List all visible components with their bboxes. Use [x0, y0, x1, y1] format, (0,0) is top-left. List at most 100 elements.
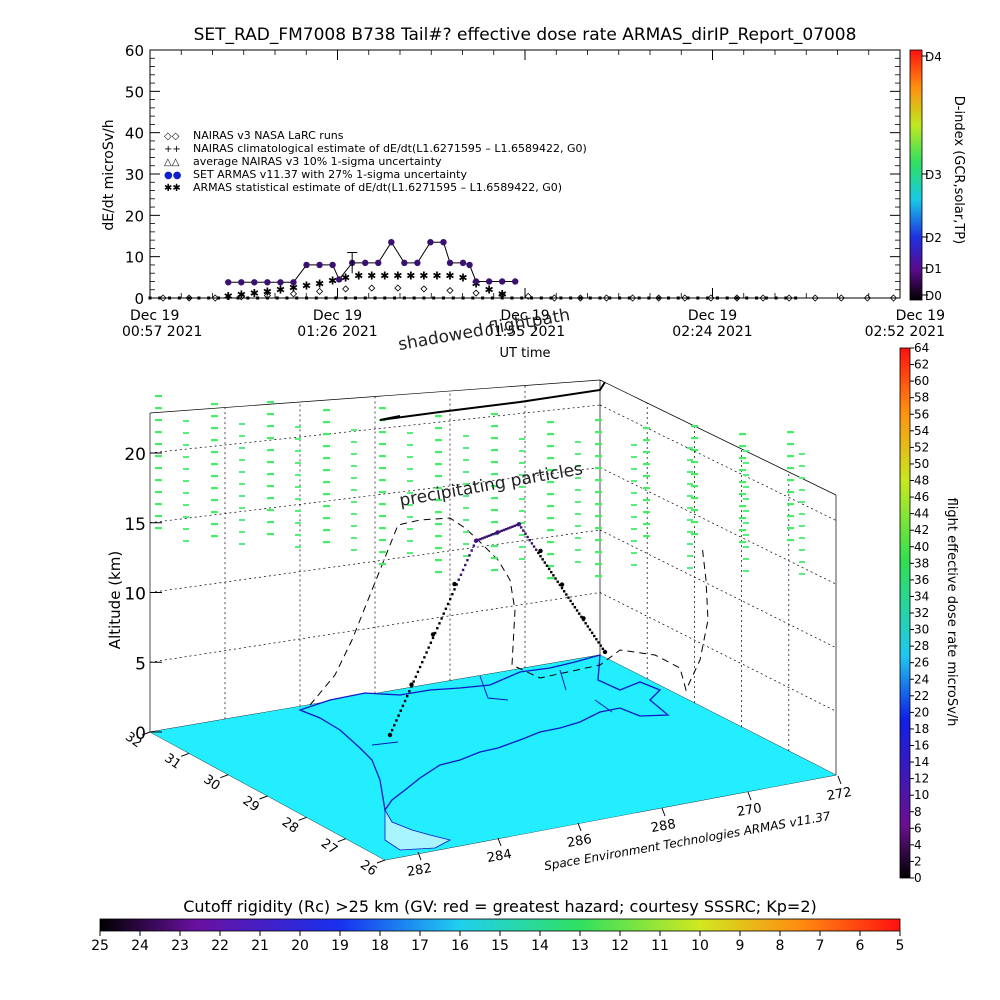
particle-dash	[351, 465, 357, 467]
particle-dash	[155, 527, 162, 530]
flight-track-dot	[457, 578, 460, 581]
nairas-point	[185, 294, 193, 302]
flight-track-dot	[580, 615, 583, 619]
top-x-tick-date: Dec 19	[896, 308, 945, 324]
dose-rate-tick-label: 62	[914, 358, 929, 372]
flight-track-dot	[403, 699, 407, 703]
flight-track-dot	[453, 588, 456, 591]
particle-dash	[267, 401, 274, 404]
dindex-tick-label: D3	[925, 168, 942, 182]
flight-track-dot	[487, 534, 491, 538]
flight-track-dot	[474, 539, 478, 542]
longitude-tick-label: 270	[736, 801, 763, 820]
baseline-point	[334, 296, 338, 300]
particle-dash	[799, 561, 805, 563]
cutoff-tick-label: 19	[331, 938, 349, 954]
cutoff-tick-label: 22	[211, 938, 229, 954]
top-y-tick-label: 10	[125, 249, 144, 267]
particle-dash	[267, 509, 274, 512]
particle-dash	[575, 549, 581, 551]
flight-track-dot	[545, 564, 549, 567]
longitude-tick-label: 284	[486, 847, 513, 866]
particle-dash	[547, 445, 554, 448]
particle-dash	[323, 481, 330, 484]
baseline-point	[647, 296, 651, 300]
flight-track-dot	[433, 631, 437, 635]
baseline-point	[216, 296, 220, 300]
top-legend: ◇◇ NAIRAS v3 NASA LaRC runs ++ NAIRAS clima…	[164, 129, 587, 194]
particle-dash	[351, 477, 357, 479]
flight-track-dot	[584, 622, 587, 625]
cutoff-tick-label: 21	[251, 938, 269, 954]
longitude-tick-mark	[417, 851, 422, 861]
particle-dash	[463, 447, 469, 449]
particle-dash	[435, 487, 442, 490]
particle-dash	[739, 517, 746, 520]
particle-dash	[691, 437, 698, 440]
armas-point	[388, 239, 395, 246]
particle-dash	[435, 439, 442, 442]
armas-statistical-point: ✱	[341, 271, 350, 284]
dindex-ticks: D4 D3 D2 D1 D0	[922, 50, 942, 303]
precipitating-particles-label: precipitating particles	[398, 459, 585, 511]
baseline-point	[530, 296, 534, 300]
flight-track-dot	[421, 660, 424, 664]
dindex-tick-label: D1	[925, 262, 942, 276]
figure-title: SET_RAD_FM7008 B738 Tail#? effective dos…	[194, 25, 857, 45]
nairas-point	[863, 294, 871, 302]
baseline-point	[794, 296, 798, 300]
dose-rate-tick-label: 4	[914, 838, 922, 852]
cutoff-tick-label: 8	[776, 938, 785, 954]
dose-rate-colorbar-ticks: 0246810121416182022242628303234363840424…	[910, 341, 929, 885]
dindex-tick-label: D2	[925, 231, 942, 245]
particle-dash	[463, 483, 469, 485]
armas-statistical-point: ✱	[263, 285, 272, 298]
particle-dash	[787, 467, 794, 470]
particle-dash	[183, 504, 189, 506]
armas-point	[251, 279, 258, 286]
particle-dash	[379, 515, 386, 518]
particle-dash	[687, 531, 693, 533]
particle-dash	[295, 486, 301, 488]
particle-dash	[687, 543, 693, 545]
particle-dash	[575, 465, 581, 467]
particle-dash	[323, 409, 330, 412]
particle-dash	[595, 419, 602, 422]
altitude-tick-label: 15	[124, 515, 146, 535]
particle-dash	[463, 519, 469, 521]
top-y-tick-label: 20	[125, 207, 144, 225]
cutoff-tick-label: 13	[571, 938, 589, 954]
baseline-point	[353, 296, 357, 300]
particle-dash	[155, 515, 162, 518]
cutoff-tick-label: 10	[691, 938, 709, 954]
particle-dash	[211, 499, 218, 502]
particle-dash	[407, 504, 413, 506]
particle-dash	[435, 475, 442, 478]
particle-dash	[183, 456, 189, 458]
cutoff-label: Cutoff rigidity (Rc) >25 km (GV: red = g…	[183, 897, 817, 916]
nairas-point	[576, 294, 585, 302]
cutoff-tick-label: 17	[411, 938, 429, 954]
dose-rate-tick-label: 48	[914, 474, 929, 488]
particle-dash	[547, 577, 554, 580]
latitude-tick-mark	[220, 774, 229, 779]
cutoff-tick-label: 16	[451, 938, 469, 954]
particle-dash	[743, 510, 749, 512]
particle-dash	[295, 522, 301, 524]
particle-dash	[691, 461, 698, 464]
particle-dash	[691, 425, 698, 428]
baseline-point	[588, 296, 592, 300]
flight-track-dot	[565, 593, 568, 596]
particle-dash	[631, 552, 637, 554]
particle-dash	[379, 443, 386, 446]
dose-rate-tick-label: 52	[914, 440, 929, 454]
armas-point	[375, 259, 382, 267]
particle-dash	[519, 558, 525, 560]
altitude-tick-label: 0	[135, 724, 146, 744]
particle-dash	[575, 489, 581, 491]
particle-dash	[491, 461, 498, 464]
altitude-tick-label: 20	[124, 445, 146, 465]
particle-dash	[743, 474, 749, 476]
particle-dash	[155, 479, 162, 482]
